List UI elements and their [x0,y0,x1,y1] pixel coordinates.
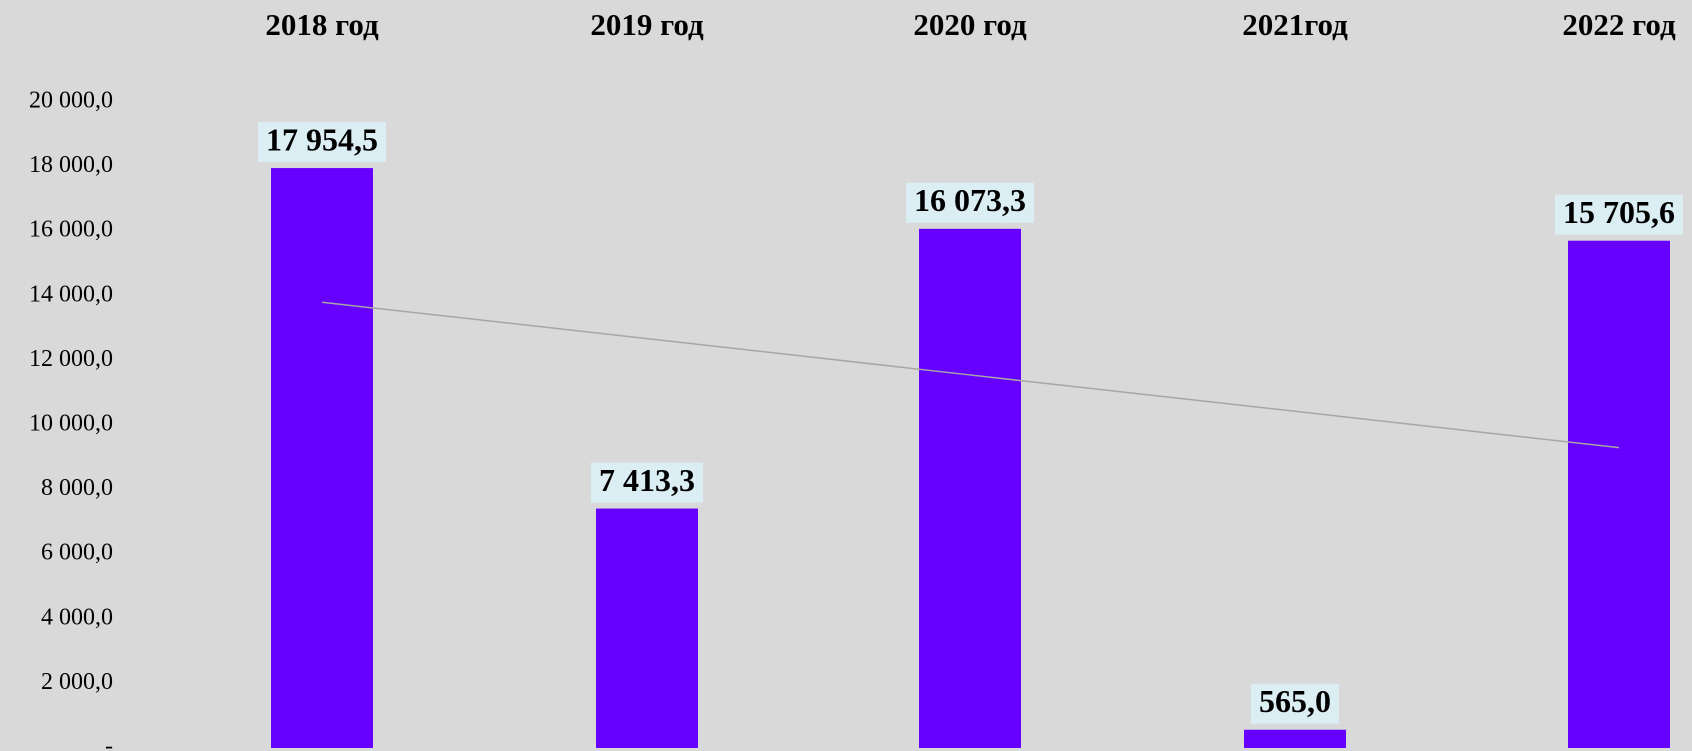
bar [1244,729,1346,748]
y-tick-label: 10 000,0 [29,411,113,437]
value-label-box [1251,683,1339,724]
y-tick-label: 4 000,0 [41,604,113,630]
value-label-box [906,182,1034,223]
y-tick-label: 8 000,0 [41,475,113,501]
y-tick-label: 12 000,0 [29,346,113,372]
y-tick-label: 14 000,0 [29,281,113,307]
value-label-box [1555,194,1683,235]
y-tick-label: 6 000,0 [41,540,113,566]
y-tick-label: 18 000,0 [29,152,113,178]
bar [271,168,373,749]
x-category-label: 2018 год [265,7,379,42]
x-category-label: 2020 год [913,7,1027,42]
y-tick-label: 20 000,0 [29,88,113,114]
y-tick-label: 2 000,0 [41,669,113,695]
value-label: 17 954,5 [266,121,378,157]
bar [1568,240,1670,749]
y-tick-label: 16 000,0 [29,217,113,243]
trendline [321,301,1620,449]
value-label-box [591,462,703,503]
value-label: 7 413,3 [599,462,695,498]
value-label: 15 705,6 [1563,194,1675,230]
value-label: 565,0 [1259,683,1331,719]
value-label: 16 073,3 [914,182,1026,218]
x-category-label: 2019 год [590,7,704,42]
x-category-label: 2021год [1242,7,1348,42]
bar [919,228,1021,749]
bar [596,508,698,748]
value-label-box [258,122,386,163]
y-tick-label: - [105,734,113,751]
x-category-label: 2022 год [1562,7,1676,42]
